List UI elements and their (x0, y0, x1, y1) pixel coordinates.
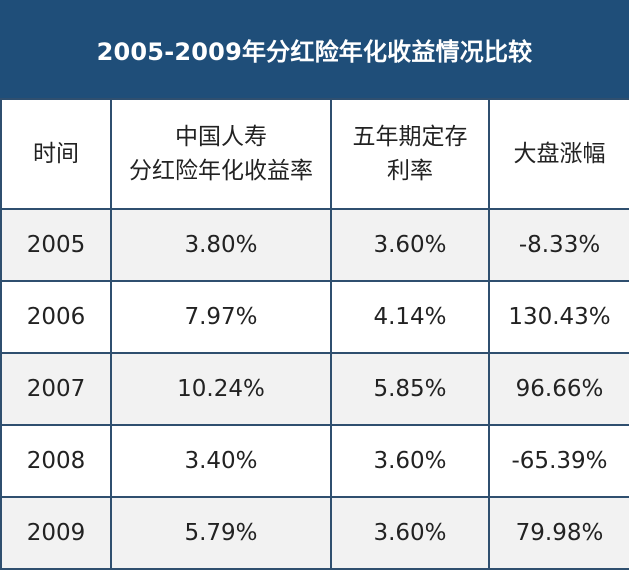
cell-market-change: -8.33% (488, 208, 629, 282)
header-line: 五年期定存 (352, 124, 468, 150)
column-header-time: 时间 (0, 98, 112, 210)
column-header-market-change: 大盘涨幅 (488, 98, 629, 210)
column-header-dividend-yield: 中国人寿 分红险年化收益率 (110, 98, 332, 210)
header-line: 大盘涨幅 (513, 141, 606, 167)
header-line: 利率 (387, 158, 433, 184)
header-row: 时间 中国人寿 分红险年化收益率 五年期定存 利率 大盘涨幅 (0, 98, 629, 210)
table-row: 2009 5.79% 3.60% 79.98% (0, 496, 629, 570)
header-line: 中国人寿 (175, 124, 267, 150)
cell-year: 2006 (0, 280, 112, 354)
cell-dividend-yield: 10.24% (110, 352, 332, 426)
comparison-table: 时间 中国人寿 分红险年化收益率 五年期定存 利率 大盘涨幅 2005 3.80… (0, 98, 629, 570)
table-row: 2008 3.40% 3.60% -65.39% (0, 424, 629, 498)
cell-deposit-rate: 3.60% (330, 496, 490, 570)
cell-year: 2007 (0, 352, 112, 426)
cell-year: 2009 (0, 496, 112, 570)
cell-market-change: 79.98% (488, 496, 629, 570)
cell-deposit-rate: 5.85% (330, 352, 490, 426)
cell-dividend-yield: 3.40% (110, 424, 332, 498)
column-header-deposit-rate: 五年期定存 利率 (330, 98, 490, 210)
table-row: 2007 10.24% 5.85% 96.66% (0, 352, 629, 426)
cell-deposit-rate: 4.14% (330, 280, 490, 354)
table-row: 2006 7.97% 4.14% 130.43% (0, 280, 629, 354)
cell-dividend-yield: 3.80% (110, 208, 332, 282)
cell-year: 2008 (0, 424, 112, 498)
header-line: 分红险年化收益率 (129, 158, 313, 184)
cell-market-change: -65.39% (488, 424, 629, 498)
cell-dividend-yield: 7.97% (110, 280, 332, 354)
cell-deposit-rate: 3.60% (330, 208, 490, 282)
cell-deposit-rate: 3.60% (330, 424, 490, 498)
cell-market-change: 96.66% (488, 352, 629, 426)
table-title: 2005-2009年分红险年化收益情况比较 (0, 0, 629, 98)
table-row: 2005 3.80% 3.60% -8.33% (0, 208, 629, 282)
cell-market-change: 130.43% (488, 280, 629, 354)
header-line: 时间 (33, 141, 79, 167)
cell-year: 2005 (0, 208, 112, 282)
cell-dividend-yield: 5.79% (110, 496, 332, 570)
